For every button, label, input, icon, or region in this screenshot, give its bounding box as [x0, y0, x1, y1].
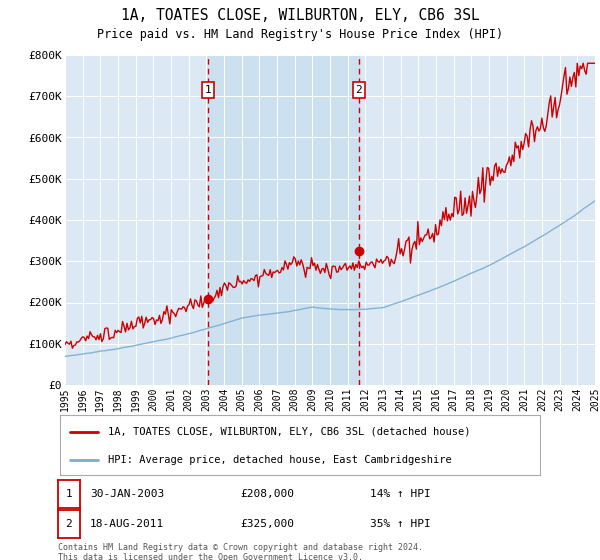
Text: Price paid vs. HM Land Registry's House Price Index (HPI): Price paid vs. HM Land Registry's House … [97, 28, 503, 41]
Text: 1: 1 [65, 489, 73, 499]
Text: 1A, TOATES CLOSE, WILBURTON, ELY, CB6 3SL: 1A, TOATES CLOSE, WILBURTON, ELY, CB6 3S… [121, 8, 479, 23]
Text: 14% ↑ HPI: 14% ↑ HPI [370, 489, 431, 499]
Bar [208, 55, 359, 385]
Text: 1A, TOATES CLOSE, WILBURTON, ELY, CB6 3SL (detached house): 1A, TOATES CLOSE, WILBURTON, ELY, CB6 3S… [108, 427, 470, 437]
Text: 18-AUG-2011: 18-AUG-2011 [90, 519, 164, 529]
Text: 2: 2 [65, 519, 73, 529]
Text: £208,000: £208,000 [240, 489, 294, 499]
Text: £325,000: £325,000 [240, 519, 294, 529]
Text: 35% ↑ HPI: 35% ↑ HPI [370, 519, 431, 529]
Text: 30-JAN-2003: 30-JAN-2003 [90, 489, 164, 499]
Text: HPI: Average price, detached house, East Cambridgeshire: HPI: Average price, detached house, East… [108, 455, 452, 465]
Text: 1: 1 [205, 85, 211, 95]
Text: Contains HM Land Registry data © Crown copyright and database right 2024.
This d: Contains HM Land Registry data © Crown c… [58, 543, 423, 560]
Text: 2: 2 [355, 85, 362, 95]
